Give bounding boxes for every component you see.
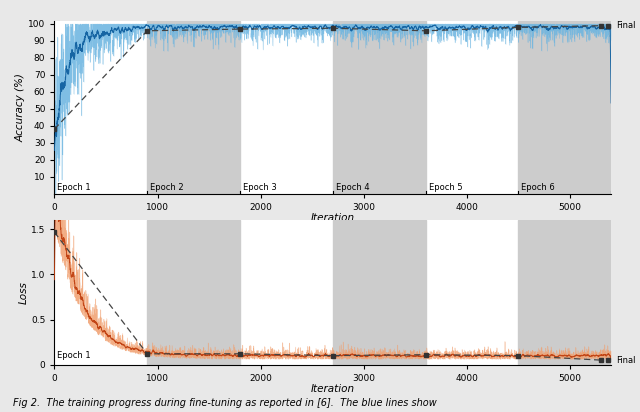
X-axis label: Iteration: Iteration bbox=[311, 213, 355, 223]
Bar bbox=[518, 220, 611, 365]
Bar bbox=[147, 21, 240, 194]
Y-axis label: Loss: Loss bbox=[18, 281, 28, 304]
Bar bbox=[333, 220, 426, 365]
Text: Epoch 2: Epoch 2 bbox=[150, 183, 184, 192]
Text: Final: Final bbox=[616, 21, 636, 30]
Text: Epoch 6: Epoch 6 bbox=[522, 183, 556, 192]
X-axis label: Iteration: Iteration bbox=[311, 384, 355, 394]
Text: Epoch 4: Epoch 4 bbox=[336, 183, 369, 192]
Y-axis label: Accuracy (%): Accuracy (%) bbox=[15, 73, 26, 142]
Text: Epoch 1: Epoch 1 bbox=[58, 183, 91, 192]
Text: Epoch 3: Epoch 3 bbox=[243, 183, 277, 192]
Text: Epoch 1: Epoch 1 bbox=[58, 351, 91, 360]
Bar bbox=[518, 21, 611, 194]
Bar bbox=[333, 21, 426, 194]
Text: Epoch 5: Epoch 5 bbox=[429, 183, 462, 192]
Text: Fig 2.  The training progress during fine-tuning as reported in [6].  The blue l: Fig 2. The training progress during fine… bbox=[13, 398, 436, 408]
Bar bbox=[147, 220, 240, 365]
Text: Final: Final bbox=[616, 356, 636, 365]
